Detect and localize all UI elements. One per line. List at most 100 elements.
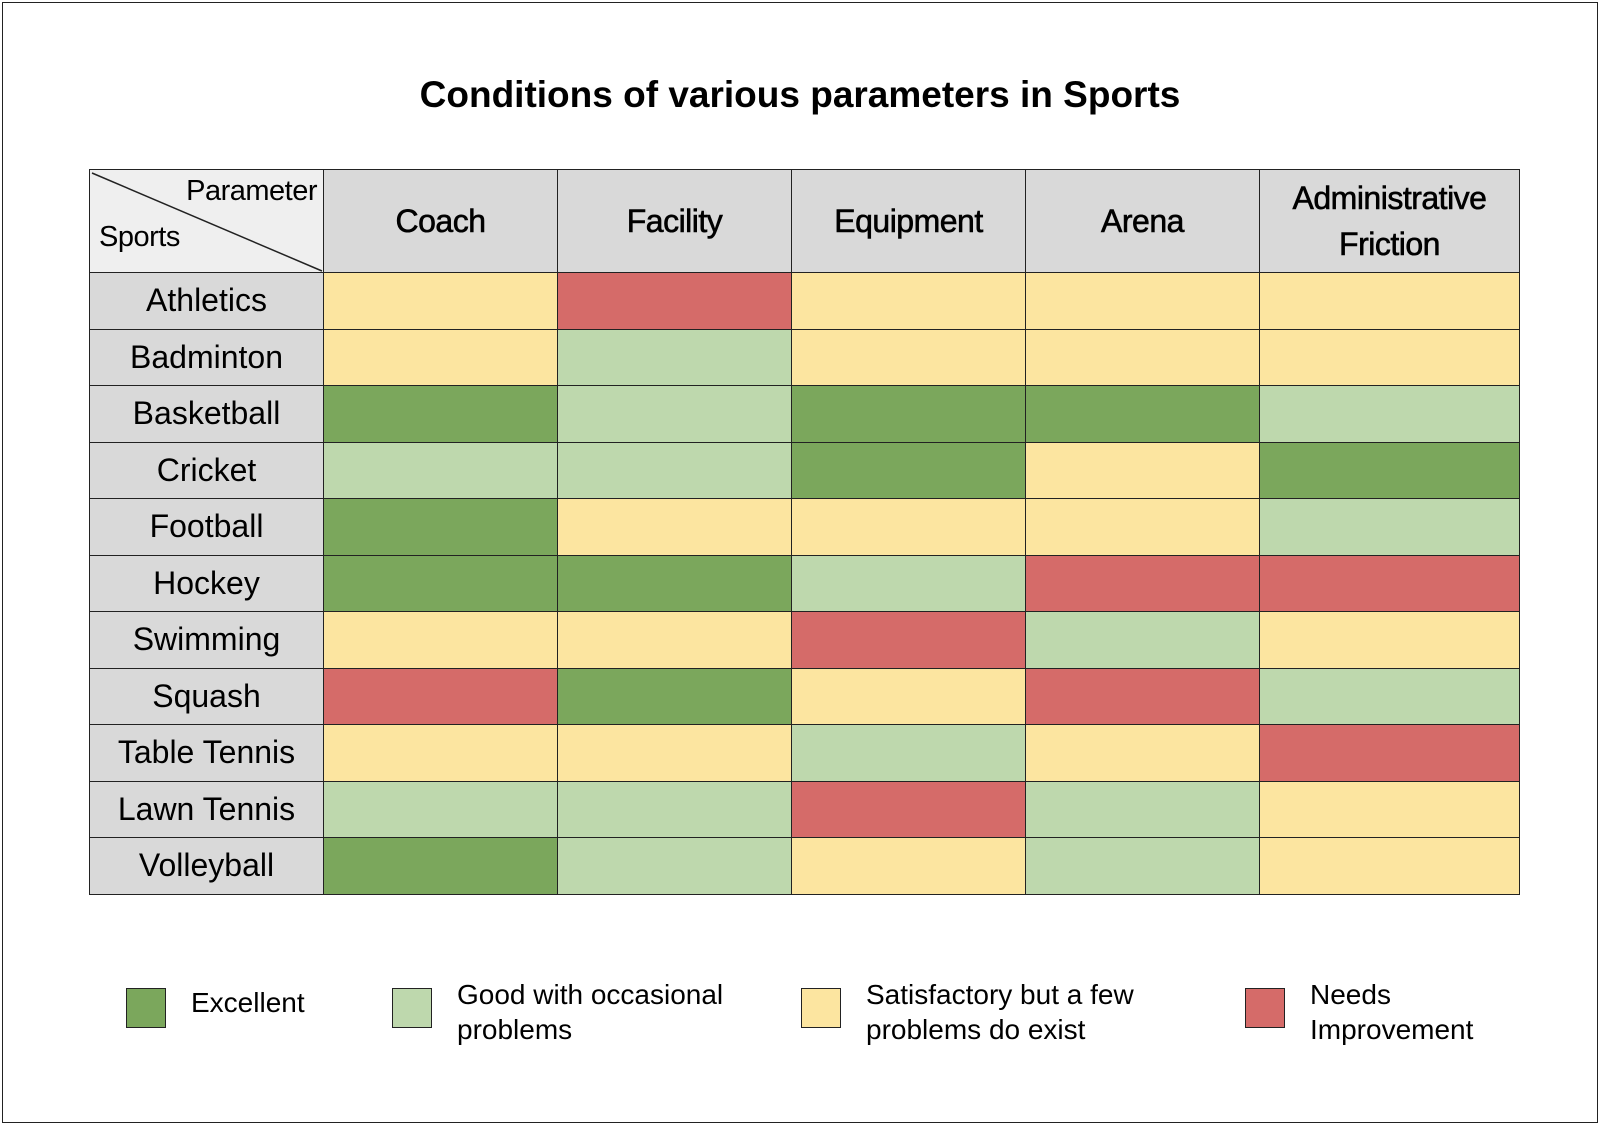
table-row: Hockey — [89, 554, 1520, 612]
row-header: Volleyball — [89, 837, 324, 895]
table-row: Football — [89, 498, 1520, 556]
heatmap-cell — [1025, 385, 1260, 443]
row-header: Swimming — [89, 611, 324, 669]
heatmap-cell — [1259, 328, 1520, 386]
heatmap-cell — [323, 498, 558, 556]
corner-header: Parameter Sports — [89, 169, 324, 273]
row-header: Badminton — [89, 328, 324, 386]
heatmap-cell — [1025, 780, 1260, 838]
legend-label: Satisfactory but a few problems do exist — [866, 979, 1134, 1045]
heatmap-cell — [323, 837, 558, 895]
heatmap-cell — [557, 328, 792, 386]
legend-swatch — [1245, 988, 1285, 1028]
heatmap-cell — [1025, 667, 1260, 725]
legend-swatch — [801, 988, 841, 1028]
heatmap-cell — [1259, 441, 1520, 499]
heatmap-cell — [1259, 554, 1520, 612]
table-row: Table Tennis — [89, 724, 1520, 782]
diagonal-divider — [91, 172, 323, 272]
heatmap-table: Parameter Sports Coach Facility Equipment A… — [89, 169, 1520, 895]
heatmap-cell — [791, 554, 1026, 612]
table-row: Athletics — [89, 272, 1520, 330]
table-row: Cricket — [89, 441, 1520, 499]
heatmap-cell — [1025, 498, 1260, 556]
heatmap-cell — [1025, 328, 1260, 386]
heatmap-cell — [1259, 272, 1520, 330]
heatmap-cell — [1259, 385, 1520, 443]
heatmap-cell — [1259, 837, 1520, 895]
heatmap-cell — [1259, 780, 1520, 838]
heatmap-cell — [323, 441, 558, 499]
table-row: Swimming — [89, 611, 1520, 669]
table-row: Volleyball — [89, 837, 1520, 895]
legend-item: Satisfactory but a few problems do exist — [801, 979, 1166, 1047]
heatmap-cell — [323, 611, 558, 669]
row-header: Table Tennis — [89, 724, 324, 782]
heatmap-cell — [323, 667, 558, 725]
column-header: Coach — [323, 169, 558, 273]
column-header: Equipment — [791, 169, 1026, 273]
heatmap-cell — [557, 554, 792, 612]
heatmap-cell — [791, 837, 1026, 895]
row-header: Hockey — [89, 554, 324, 612]
table-row: Lawn Tennis — [89, 780, 1520, 838]
row-header: Lawn Tennis — [89, 780, 324, 838]
heatmap-cell — [1025, 837, 1260, 895]
heatmap-cell — [791, 328, 1026, 386]
heatmap-cell — [557, 837, 792, 895]
heatmap-cell — [1259, 667, 1520, 725]
row-header: Squash — [89, 667, 324, 725]
column-header: Facility — [557, 169, 792, 273]
heatmap-cell — [557, 272, 792, 330]
heatmap-cell — [323, 554, 558, 612]
heatmap-cell — [1025, 554, 1260, 612]
heatmap-cell — [557, 441, 792, 499]
legend-item: Excellent — [126, 985, 391, 1028]
heatmap-cell — [791, 498, 1026, 556]
legend-label: Needs Improvement — [1310, 979, 1474, 1045]
heatmap-cell — [323, 272, 558, 330]
table-row: Badminton — [89, 328, 1520, 386]
heatmap-cell — [791, 780, 1026, 838]
legend-item: Good with occasional problems — [392, 979, 757, 1047]
heatmap-cell — [557, 780, 792, 838]
table-row: Basketball — [89, 385, 1520, 443]
heatmap-cell — [323, 385, 558, 443]
heatmap-cell — [1259, 724, 1520, 782]
heatmap-cell — [791, 667, 1026, 725]
heatmap-cell — [791, 724, 1026, 782]
heatmap-cell — [791, 272, 1026, 330]
heatmap-cell — [1259, 498, 1520, 556]
row-header: Cricket — [89, 441, 324, 499]
heatmap-cell — [1025, 724, 1260, 782]
heatmap-cell — [791, 611, 1026, 669]
legend-swatch — [126, 988, 166, 1028]
heatmap-cell — [557, 498, 792, 556]
heatmap-cell — [557, 724, 792, 782]
heatmap-cell — [791, 441, 1026, 499]
legend-item: Needs Improvement — [1245, 979, 1510, 1047]
legend-label: Good with occasional problems — [457, 979, 724, 1045]
row-header: Football — [89, 498, 324, 556]
column-header: Arena — [1025, 169, 1260, 273]
row-header: Basketball — [89, 385, 324, 443]
heatmap-cell — [1259, 611, 1520, 669]
heatmap-cell — [557, 611, 792, 669]
heatmap-cell — [791, 385, 1026, 443]
row-header: Athletics — [89, 272, 324, 330]
legend-swatch — [392, 988, 432, 1028]
chart-title: Conditions of various parameters in Spor… — [419, 74, 1181, 115]
heatmap-cell — [1025, 611, 1260, 669]
heatmap-cell — [557, 667, 792, 725]
heatmap-cell — [323, 328, 558, 386]
heatmap-cell — [1025, 272, 1260, 330]
heatmap-cell — [323, 780, 558, 838]
corner-row-label: Sports — [99, 221, 180, 253]
corner-column-label: Parameter — [186, 175, 317, 207]
legend: Excellent Good with occasional problems Sa… — [0, 979, 1600, 1065]
legend-label: Excellent — [191, 987, 305, 1018]
table-row: Squash — [89, 667, 1520, 725]
column-header: Administrative Friction — [1259, 169, 1520, 273]
heatmap-cell — [557, 385, 792, 443]
